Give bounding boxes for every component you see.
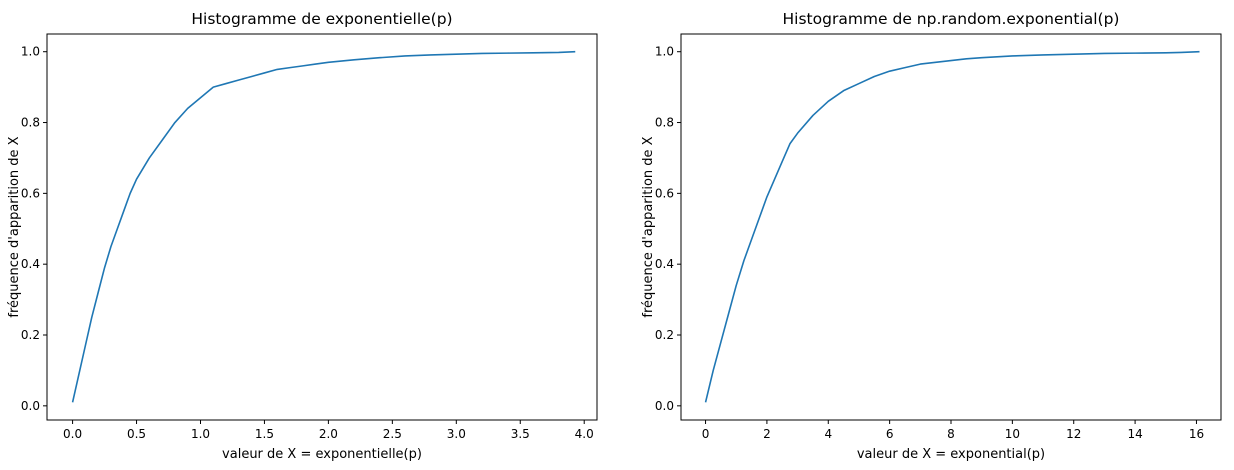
right-x-tick-label: 2 bbox=[763, 427, 771, 441]
right-chart-title: Histogramme de np.random.exponential(p) bbox=[783, 10, 1120, 28]
right-y-axis-label: fréquence d'apparition de X bbox=[641, 136, 656, 317]
left-x-tick-label: 1.0 bbox=[191, 427, 210, 441]
right-series-layer bbox=[704, 50, 1200, 403]
right-x-ticks: 0 2 4 6 8 10 12 14 16 bbox=[702, 420, 1204, 441]
left-y-tick-label: 0.0 bbox=[21, 399, 40, 413]
right-x-tick-label: 12 bbox=[1066, 427, 1081, 441]
left-y-tick-label: 0.6 bbox=[21, 186, 40, 200]
right-x-tick-label: 14 bbox=[1127, 427, 1142, 441]
left-x-tick-label: 2.0 bbox=[319, 427, 338, 441]
right-x-tick-label: 6 bbox=[886, 427, 894, 441]
left-plot-frame bbox=[46, 33, 598, 421]
left-x-tick-label: 4.0 bbox=[575, 427, 594, 441]
right-x-tick-label: 4 bbox=[824, 427, 832, 441]
right-x-tick-label: 0 bbox=[702, 427, 710, 441]
left-chart: 0.0 0.5 1.0 1.5 2.0 2.5 3.0 3.5 4.0 0.0 0.2 0.4 0.6… bbox=[7, 10, 598, 462]
left-x-tick-label: 3.5 bbox=[511, 427, 530, 441]
left-y-tick-label: 1.0 bbox=[21, 45, 40, 59]
left-x-tick-label: 0.5 bbox=[127, 427, 146, 441]
left-x-tick-label: 3.0 bbox=[447, 427, 466, 441]
right-y-tick-label: 0.4 bbox=[655, 257, 674, 271]
right-y-tick-label: 0.2 bbox=[655, 328, 674, 342]
right-x-tick-label: 16 bbox=[1189, 427, 1204, 441]
left-series-0-line bbox=[71, 50, 576, 403]
right-y-ticks: 0.0 0.2 0.4 0.6 0.8 1.0 bbox=[655, 45, 681, 413]
left-x-tick-label: 1.5 bbox=[255, 427, 274, 441]
left-x-ticks: 0.0 0.5 1.0 1.5 2.0 2.5 3.0 3.5 4.0 bbox=[63, 420, 594, 441]
left-series-layer bbox=[71, 50, 576, 403]
right-y-tick-label: 0.0 bbox=[655, 399, 674, 413]
left-y-tick-label: 0.8 bbox=[21, 116, 40, 130]
left-x-tick-label: 0.0 bbox=[63, 427, 82, 441]
right-y-tick-label: 1.0 bbox=[655, 45, 674, 59]
left-chart-title: Histogramme de exponentielle(p) bbox=[191, 10, 452, 28]
right-y-tick-label: 0.8 bbox=[655, 116, 674, 130]
left-x-axis-label: valeur de X = exponentielle(p) bbox=[222, 447, 422, 462]
left-y-ticks: 0.0 0.2 0.4 0.6 0.8 1.0 bbox=[21, 45, 47, 413]
left-x-tick-label: 2.5 bbox=[383, 427, 402, 441]
right-x-tick-label: 10 bbox=[1005, 427, 1020, 441]
right-x-tick-label: 8 bbox=[947, 427, 955, 441]
right-x-axis-label: valeur de X = exponential(p) bbox=[857, 447, 1045, 462]
right-series-0-line bbox=[704, 50, 1200, 403]
right-chart: 0 2 4 6 8 10 12 14 16 0.0 0.2 0.4 0.6 0.8 1.0 Histogr… bbox=[641, 10, 1222, 462]
left-y-tick-label: 0.4 bbox=[21, 257, 40, 271]
left-y-tick-label: 0.2 bbox=[21, 328, 40, 342]
left-y-axis-label: fréquence d'apparition de X bbox=[7, 136, 22, 317]
right-y-tick-label: 0.6 bbox=[655, 186, 674, 200]
